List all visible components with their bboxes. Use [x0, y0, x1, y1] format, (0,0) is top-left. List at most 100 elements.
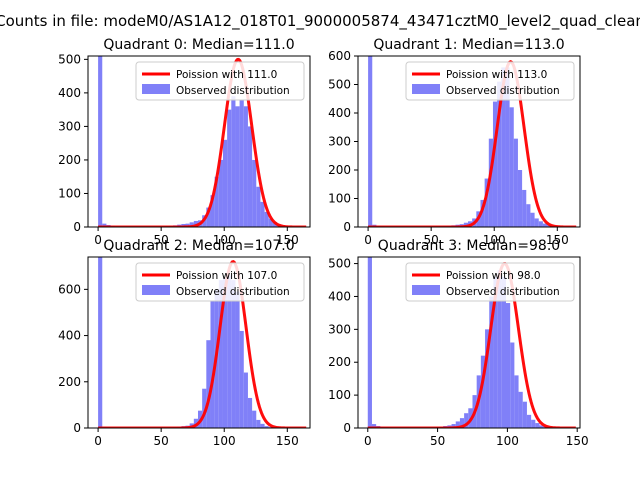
histogram-bar: [189, 222, 194, 227]
histogram-bar: [517, 170, 523, 227]
y-tick-label: 200: [328, 355, 351, 369]
histogram-bar: [459, 418, 465, 428]
figure-suptitle: Counts in file: modeM0/AS1A12_018T01_900…: [0, 12, 640, 31]
legend-box: [405, 61, 575, 101]
legend-curve-label: Poission with 98.0: [446, 270, 541, 282]
axes-frame: [357, 256, 581, 429]
legend-box: [135, 262, 305, 302]
histogram-bar: [231, 280, 236, 428]
histogram-bar: [218, 280, 223, 428]
plot-area: [98, 56, 307, 227]
histogram-bar: [455, 421, 460, 428]
histogram-bar: [222, 139, 228, 227]
histogram-bar: [227, 109, 232, 227]
histogram-bar: [210, 195, 215, 227]
histogram-bar: [247, 397, 253, 428]
histogram-bar: [542, 223, 548, 227]
y-tick-label: 200: [58, 153, 81, 167]
histogram-bar: [501, 67, 506, 227]
histogram-bar: [522, 401, 527, 428]
histogram-bar: [539, 425, 544, 428]
plot-area: [367, 257, 576, 428]
histogram-bar: [102, 223, 107, 227]
x-tick-label: 100: [483, 233, 506, 247]
poisson-curve: [98, 57, 307, 227]
y-tick-label: 0: [343, 421, 351, 435]
legend-bars-label: Observed distribution: [176, 85, 290, 97]
histogram-bar: [252, 159, 257, 227]
legend-bars-swatch: [142, 285, 170, 295]
histogram-bar: [235, 291, 240, 428]
legend-bars-swatch: [412, 285, 440, 295]
y-tick-label: 400: [58, 86, 81, 100]
histogram-bar: [193, 418, 198, 428]
legend-box: [135, 61, 305, 101]
histogram-bar: [214, 176, 219, 227]
histogram-bar: [243, 106, 248, 227]
y-tick-label: 600: [328, 49, 351, 63]
histogram-bar: [484, 178, 489, 227]
histogram-bar: [202, 388, 207, 428]
histogram-bar: [488, 138, 493, 227]
histogram-bar: [206, 340, 211, 428]
x-tick-label: 0: [94, 233, 102, 247]
plot-area: [98, 257, 307, 428]
x-tick-label: 50: [154, 434, 169, 448]
y-tick-label: 300: [328, 135, 351, 149]
subplot-2: 0 50 100 150 0 200 400 600 Quadrant 2: Median=10…: [58, 238, 311, 448]
axes-frame: [87, 55, 311, 228]
histogram-bar: [239, 330, 244, 428]
histogram-bar: [505, 67, 510, 227]
legend-curve-label: Poission with 111.0: [176, 69, 277, 81]
histogram-bar: [464, 413, 469, 428]
y-tick-label: 300: [58, 119, 81, 133]
subplot-title: Quadrant 3: Median=98.0: [378, 238, 560, 254]
subplot-0: 0 50 100 150 0 100 200 300 400 500 Quadrant 0: Med…: [58, 37, 311, 247]
subplot-title: Quadrant 0: Median=111.0: [103, 37, 294, 53]
histogram-bar: [510, 342, 515, 428]
histogram-bar: [231, 96, 236, 227]
histogram-bar: [264, 211, 269, 227]
histogram-bar: [260, 423, 265, 428]
histogram-bar: [493, 276, 498, 428]
histogram-bar: [260, 201, 265, 227]
plot-area: [368, 56, 577, 227]
subplot-title: Quadrant 2: Median=107.0: [103, 238, 294, 254]
x-tick-label: 50: [154, 233, 169, 247]
histogram-bar: [526, 414, 532, 428]
x-tick-label: 0: [364, 233, 372, 247]
histogram-bar: [222, 277, 228, 428]
histogram-bar: [235, 106, 240, 227]
poisson-curve: [368, 60, 577, 227]
histogram-bar: [368, 56, 373, 227]
x-tick-label: 100: [496, 434, 519, 448]
histogram-bar: [535, 423, 540, 428]
histogram-bar: [513, 138, 518, 227]
histogram-bar: [264, 426, 269, 428]
histogram-bar: [206, 207, 211, 227]
histogram-bar: [522, 189, 527, 227]
histogram-bar: [193, 220, 198, 227]
histogram-bar: [210, 300, 215, 428]
x-tick-label: 150: [566, 434, 589, 448]
histogram-bar: [371, 424, 377, 428]
histogram-bar: [534, 218, 539, 227]
y-tick-label: 0: [73, 220, 81, 234]
y-tick-label: 400: [328, 106, 351, 120]
legend-bars-label: Observed distribution: [446, 286, 560, 298]
y-tick-label: 0: [343, 220, 351, 234]
x-tick-label: 100: [213, 434, 236, 448]
histogram-bar: [497, 81, 502, 227]
histogram-bar: [256, 186, 261, 227]
axes-frame: [87, 256, 311, 429]
legend-bars-swatch: [142, 84, 170, 94]
y-tick-label: 100: [58, 186, 81, 200]
histogram-bar: [252, 410, 257, 428]
x-tick-label: 0: [94, 434, 102, 448]
histogram-bar: [239, 99, 244, 227]
histogram-bar: [489, 296, 494, 428]
y-tick-label: 200: [328, 163, 351, 177]
histogram-bar: [492, 101, 498, 227]
